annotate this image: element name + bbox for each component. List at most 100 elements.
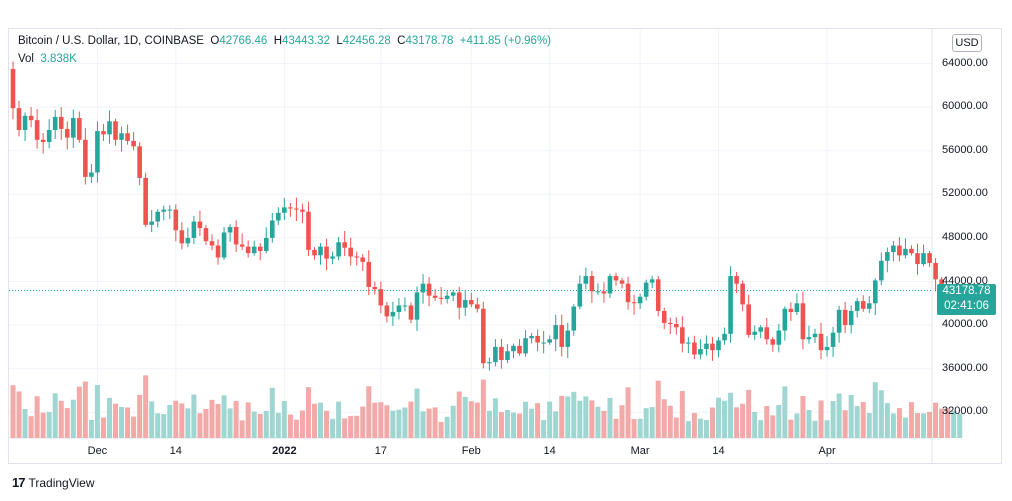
price-tick-label: 48000.00 (942, 230, 988, 243)
price-tick-label: 40000.00 (942, 318, 988, 331)
candle-body (197, 221, 203, 229)
volume-bar (324, 410, 330, 438)
candle-body (891, 245, 896, 253)
candle-body (300, 209, 305, 212)
time-tick-label: 14 (712, 445, 725, 457)
candle-body (354, 256, 360, 258)
candle-body (758, 327, 764, 332)
volume-bar (800, 395, 806, 438)
price-tick-label: 56000.00 (942, 143, 988, 156)
candle-body (927, 253, 932, 263)
candle-body (58, 116, 64, 129)
volume-bar (661, 399, 667, 438)
price-tick-label: 36000.00 (942, 361, 988, 374)
volume-bar (492, 398, 498, 438)
candle-body (155, 211, 161, 222)
price-tick-label: 60000.00 (942, 100, 988, 113)
candle-body (577, 283, 583, 307)
volume-legend: Vol 3.838K (18, 53, 77, 65)
volume-bar (776, 405, 782, 438)
candle-body (408, 305, 414, 320)
volume-bar (547, 401, 553, 438)
legend-symbol[interactable]: Bitcoin / U.S. Dollar, 1D, COINBASE (18, 35, 204, 47)
candle-body (77, 118, 82, 140)
currency-button[interactable]: USD (952, 34, 982, 52)
candle-body (643, 282, 649, 297)
tradingview-label: TradingView (28, 475, 95, 490)
volume-bar (28, 416, 34, 438)
volume-bar (667, 405, 673, 438)
volume-bar (70, 399, 76, 438)
volume-bar (848, 394, 854, 438)
volume-bar (872, 382, 878, 438)
volume-bar (637, 418, 643, 438)
volume-bar (517, 413, 523, 438)
candle-body (221, 232, 227, 258)
volume-bar (167, 404, 173, 438)
candle-body (336, 242, 341, 257)
candle-body (366, 261, 372, 287)
volume-bar (76, 386, 82, 438)
volume-bar (866, 413, 872, 438)
candle-body (462, 300, 468, 308)
candle-body (830, 332, 836, 347)
volume-bar (366, 386, 372, 438)
volume-bar (878, 390, 884, 438)
candle-body (143, 177, 148, 225)
volume-bar (312, 403, 317, 438)
legend-low-key: L (336, 35, 343, 47)
volume-bar (438, 421, 444, 438)
candle-body (384, 305, 390, 317)
candle-body (909, 248, 914, 254)
candle-body (71, 118, 76, 138)
candle-body (698, 349, 703, 355)
volume-bar (299, 410, 305, 438)
candle-body (95, 131, 100, 173)
candle-body (324, 246, 329, 259)
volume-bar (10, 385, 16, 438)
candle-body (360, 257, 366, 262)
volume-bar (372, 402, 378, 438)
candle-body (776, 330, 782, 345)
chart-frame (8, 28, 1002, 464)
volume-bar (390, 410, 396, 438)
candle-body (215, 245, 221, 258)
candle-body (83, 139, 88, 177)
volume-bar (227, 408, 233, 438)
volume-bar (927, 411, 933, 438)
volume-bar (191, 394, 197, 438)
candle-body (10, 68, 16, 109)
volume-bar (336, 401, 342, 438)
volume-bar (649, 407, 655, 438)
volume-bar (890, 413, 896, 438)
candle-body (239, 244, 245, 247)
candle-body (565, 330, 571, 347)
volume-bar (498, 412, 504, 438)
candle-body (137, 146, 142, 178)
volume-bar (577, 400, 583, 438)
candle-body (523, 338, 528, 354)
volume-bar (679, 391, 685, 438)
candle-body (764, 327, 770, 340)
candle-body (438, 297, 444, 299)
volume-bar (860, 401, 866, 438)
volume-bar (896, 408, 902, 438)
price-tick-label: 32000.00 (942, 405, 988, 418)
candle-body (848, 310, 854, 326)
volume-bar (722, 400, 728, 438)
volume-bar (752, 411, 758, 438)
volume-bar (287, 414, 293, 438)
volume-bar (673, 417, 679, 438)
candle-body (89, 172, 94, 177)
candle-body (22, 115, 28, 130)
candle-body (752, 331, 757, 335)
volume-bar (58, 400, 64, 438)
candle-body (595, 291, 601, 293)
candle-body (529, 336, 534, 339)
tradingview-logo[interactable]: 17 TradingView (12, 475, 95, 490)
candle-body (245, 246, 251, 254)
candle-body (686, 342, 691, 344)
candle-body (692, 342, 697, 355)
volume-bar (293, 419, 299, 438)
